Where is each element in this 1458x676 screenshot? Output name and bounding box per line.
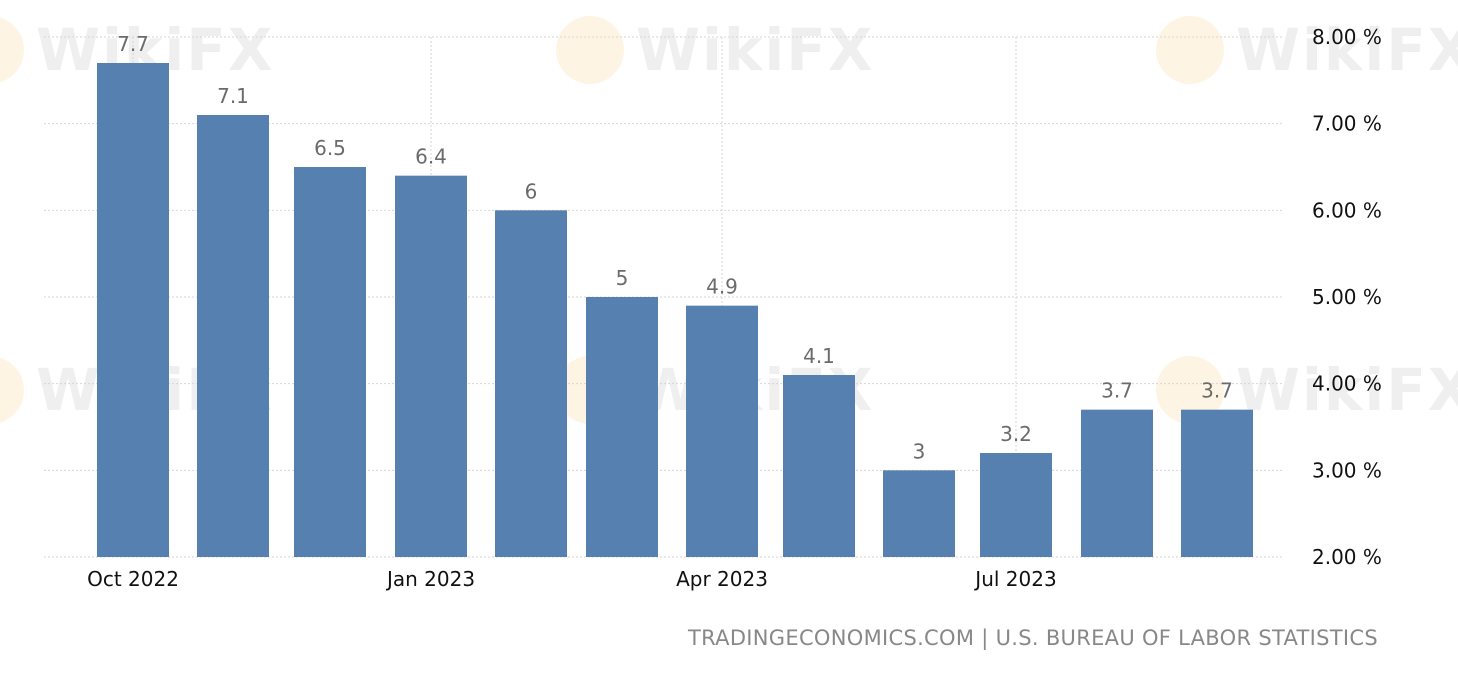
x-tick-label: Jul 2023	[973, 567, 1056, 591]
bars	[97, 63, 1253, 558]
data-label: 6.5	[314, 136, 346, 160]
data-label: 6	[525, 179, 538, 203]
y-tick-label: 6.00 %	[1312, 198, 1382, 222]
y-tick-label: 4.00 %	[1312, 372, 1382, 396]
data-label: 7.7	[117, 32, 149, 56]
x-tick-label: Apr 2023	[676, 567, 768, 591]
data-label: 7.1	[217, 84, 249, 108]
bar	[783, 375, 855, 557]
watermark-text: WikiFX	[636, 16, 875, 84]
data-label: 6.4	[415, 145, 447, 169]
watermark-logo-icon	[0, 17, 24, 83]
x-tick-label: Oct 2022	[87, 567, 179, 591]
data-label: 3	[913, 439, 926, 463]
watermark-logo-icon	[1156, 356, 1224, 424]
data-label: 5	[616, 266, 629, 290]
y-axis-ticks: 2.00 % 3.00 % 4.00 % 5.00 % 6.00 % 7.00 % 8.00…	[1312, 25, 1382, 569]
y-tick-label: 5.00 %	[1312, 285, 1382, 309]
bar	[980, 453, 1052, 557]
bar	[395, 175, 467, 557]
y-tick-label: 3.00 %	[1312, 458, 1382, 482]
data-label: 3.7	[1201, 379, 1233, 403]
x-tick-label: Jan 2023	[385, 567, 475, 591]
y-tick-label: 7.00 %	[1312, 112, 1382, 136]
bar	[197, 115, 269, 557]
bar	[294, 167, 366, 557]
watermark-text: WikiFX	[1236, 356, 1458, 424]
bar	[1081, 409, 1153, 557]
bar	[883, 470, 955, 557]
bar	[1181, 409, 1253, 557]
source-credit: TRADINGECONOMICS.COM | U.S. BUREAU OF LA…	[688, 626, 1378, 650]
bar	[686, 305, 758, 557]
bar	[97, 63, 169, 557]
watermark-logo-icon	[1156, 16, 1224, 84]
y-tick-label: 8.00 %	[1312, 25, 1382, 49]
watermark-logo-icon	[556, 16, 624, 84]
watermark-text: WikiFX	[1236, 16, 1458, 84]
data-label: 3.2	[1000, 422, 1032, 446]
x-axis-ticks: Oct 2022 Jan 2023 Apr 2023 Jul 2023	[87, 567, 1057, 591]
data-label: 3.7	[1101, 379, 1133, 403]
bar	[586, 297, 658, 557]
data-label: 4.1	[803, 344, 835, 368]
bar	[495, 210, 567, 558]
data-labels: 7.7 7.1 6.5 6.4 6 5 4.9 4.1 3 3.2 3.7 3.7	[117, 32, 1233, 463]
y-tick-label: 2.00 %	[1312, 545, 1382, 569]
watermark-logo-icon	[0, 357, 24, 423]
data-label: 4.9	[706, 275, 738, 299]
